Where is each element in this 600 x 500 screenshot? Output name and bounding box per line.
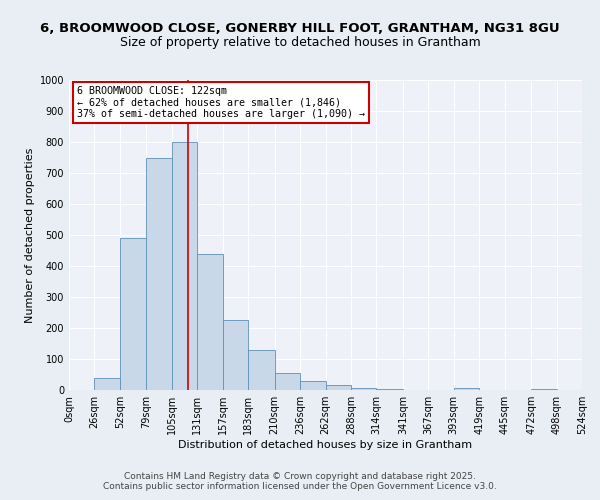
Bar — [376, 389, 403, 390]
Bar — [223, 320, 248, 390]
Text: Contains public sector information licensed under the Open Government Licence v3: Contains public sector information licen… — [103, 482, 497, 491]
Bar — [325, 386, 351, 390]
Bar — [197, 254, 223, 390]
Bar — [120, 238, 146, 390]
Bar — [146, 158, 172, 390]
Text: 6 BROOMWOOD CLOSE: 122sqm
← 62% of detached houses are smaller (1,846)
37% of se: 6 BROOMWOOD CLOSE: 122sqm ← 62% of detac… — [77, 86, 365, 120]
Bar — [454, 388, 479, 390]
Text: Contains HM Land Registry data © Crown copyright and database right 2025.: Contains HM Land Registry data © Crown c… — [124, 472, 476, 481]
Bar — [531, 389, 557, 390]
Bar — [275, 373, 300, 390]
Bar — [94, 378, 120, 390]
Bar — [172, 142, 197, 390]
Text: Size of property relative to detached houses in Grantham: Size of property relative to detached ho… — [119, 36, 481, 49]
Bar — [300, 380, 325, 390]
Text: 6, BROOMWOOD CLOSE, GONERBY HILL FOOT, GRANTHAM, NG31 8GU: 6, BROOMWOOD CLOSE, GONERBY HILL FOOT, G… — [40, 22, 560, 36]
Bar — [248, 350, 275, 390]
Bar — [351, 388, 376, 390]
Y-axis label: Number of detached properties: Number of detached properties — [25, 148, 35, 322]
X-axis label: Distribution of detached houses by size in Grantham: Distribution of detached houses by size … — [178, 440, 473, 450]
